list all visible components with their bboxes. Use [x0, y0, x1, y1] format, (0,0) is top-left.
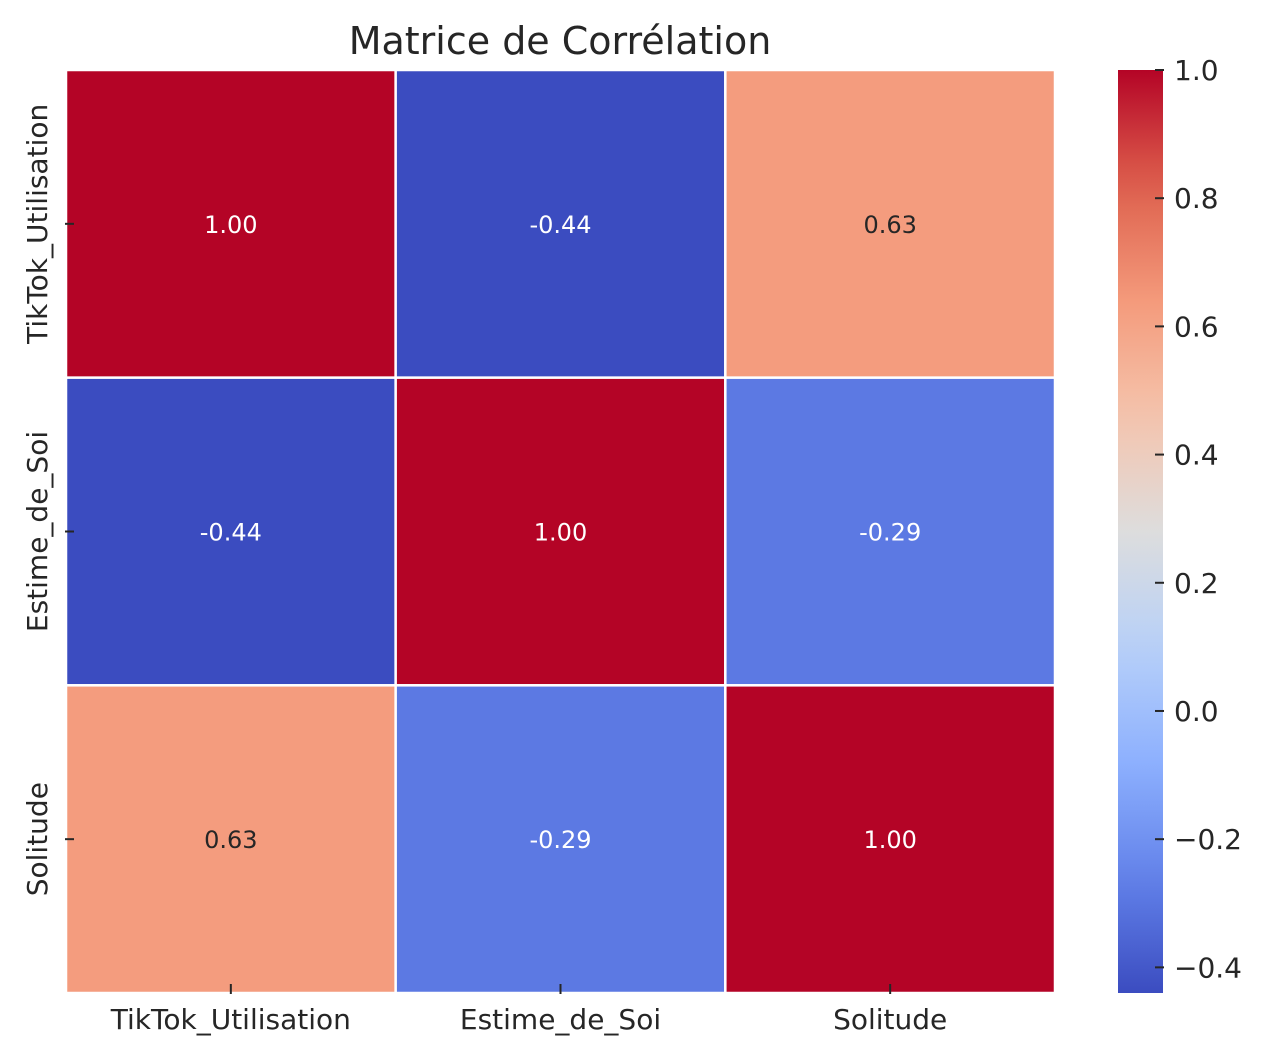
chart-title: Matrice de Corrélation [349, 19, 772, 63]
heatmap-cell [64, 376, 397, 687]
cell-value-label: 0.63 [204, 826, 257, 854]
colorbar-tick-label: −0.4 [1174, 951, 1242, 984]
x-tick-label: Estime_de_Soi [460, 1003, 661, 1036]
y-tick-label: Solitude [21, 782, 54, 896]
heatmap-cell [394, 68, 727, 379]
heatmap-cell-labels: 1.00 -0.44 0.63 -0.44 1.00 -0.29 0.63 -0.29 1.00 [200, 211, 921, 854]
colorbar-tick-label: 0.6 [1174, 310, 1219, 343]
y-tick-label: Estime_de_Soi [21, 431, 54, 632]
cell-value-label: 1.00 [863, 826, 916, 854]
colorbar-tick-label: 0.4 [1174, 439, 1219, 472]
heatmap-cell [64, 68, 397, 379]
cell-value-label: -0.44 [200, 519, 262, 547]
heatmap-cell [724, 376, 1057, 687]
cell-value-label: -0.29 [529, 826, 591, 854]
x-tick-label: Solitude [833, 1003, 947, 1036]
colorbar-tick-label: 0.2 [1174, 567, 1219, 600]
colorbar-tick-label: −0.2 [1174, 823, 1242, 856]
heatmap-cell [394, 376, 727, 687]
y-axis: TikTok_Utilisation Estime_de_Soi Solitude [21, 104, 74, 896]
x-tick-label: TikTok_Utilisation [110, 1003, 351, 1036]
colorbar-tick-label: 0.8 [1174, 182, 1219, 215]
cell-value-label: 1.00 [534, 519, 587, 547]
cell-value-label: -0.44 [529, 211, 591, 239]
cell-value-label: 1.00 [204, 211, 257, 239]
cell-value-label: -0.29 [859, 519, 921, 547]
cell-value-label: 0.63 [863, 211, 916, 239]
y-tick-label: TikTok_Utilisation [21, 104, 54, 345]
colorbar-gradient [1118, 70, 1163, 993]
heatmap-cell [724, 68, 1057, 379]
x-axis: TikTok_Utilisation Estime_de_Soi Solitude [110, 984, 947, 1036]
colorbar-tick-label: 1.0 [1174, 54, 1219, 87]
heatmap-cells [64, 68, 1057, 995]
colorbar-tick-label: 0.0 [1174, 695, 1219, 728]
heatmap-cell [394, 684, 727, 995]
colorbar: 1.0 0.8 0.6 0.4 0.2 0.0 −0.2 −0.4 [1118, 54, 1242, 993]
